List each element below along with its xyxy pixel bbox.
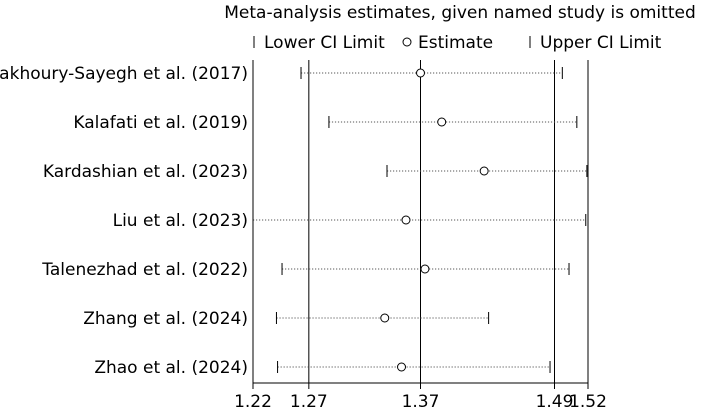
study-label-2: Kalafati et al. (2019) <box>73 113 248 133</box>
plot-area: 1.22 1.27 1.37 1.491.52 Fakhoury-Sayegh et a… <box>0 60 607 412</box>
estimate-point-5 <box>420 264 430 274</box>
estimate-point-2 <box>437 117 447 127</box>
legend: Lower CI Limit Estimate Upper CI Limit <box>253 33 662 53</box>
estimate-point-4 <box>401 215 411 225</box>
legend-lower-label: Lower CI Limit <box>264 33 385 53</box>
x-tick-label-5: 1.52 <box>569 392 607 407</box>
legend-estimate-label: Estimate <box>418 33 493 53</box>
study-label-1: Fakhoury-Sayegh et al. (2017) <box>0 64 248 84</box>
estimate-point-1 <box>416 68 425 78</box>
legend-upper-label: Upper CI Limit <box>540 33 662 53</box>
study-label-4: Liu et al. (2023) <box>113 211 248 231</box>
estimate-point-3 <box>479 166 489 176</box>
study-label-6: Zhang et al. (2024) <box>83 309 248 329</box>
x-tick-label-4: 1.49 <box>536 392 574 407</box>
estimate-point-7 <box>397 362 407 372</box>
study-label-5: Talenezhad et al. (2022) <box>41 260 248 280</box>
x-tick-label-3: 1.37 <box>402 392 440 407</box>
chart-title: Meta-analysis estimates, given named stu… <box>224 3 695 23</box>
estimate-point-6 <box>380 313 390 323</box>
study-label-7: Zhao et al. (2024) <box>94 358 248 378</box>
x-tick-label-2: 1.27 <box>290 392 328 407</box>
x-tick-label-1: 1.22 <box>234 392 272 407</box>
study-label-3: Kardashian et al. (2023) <box>43 162 248 182</box>
legend-estimate-marker <box>402 37 412 47</box>
